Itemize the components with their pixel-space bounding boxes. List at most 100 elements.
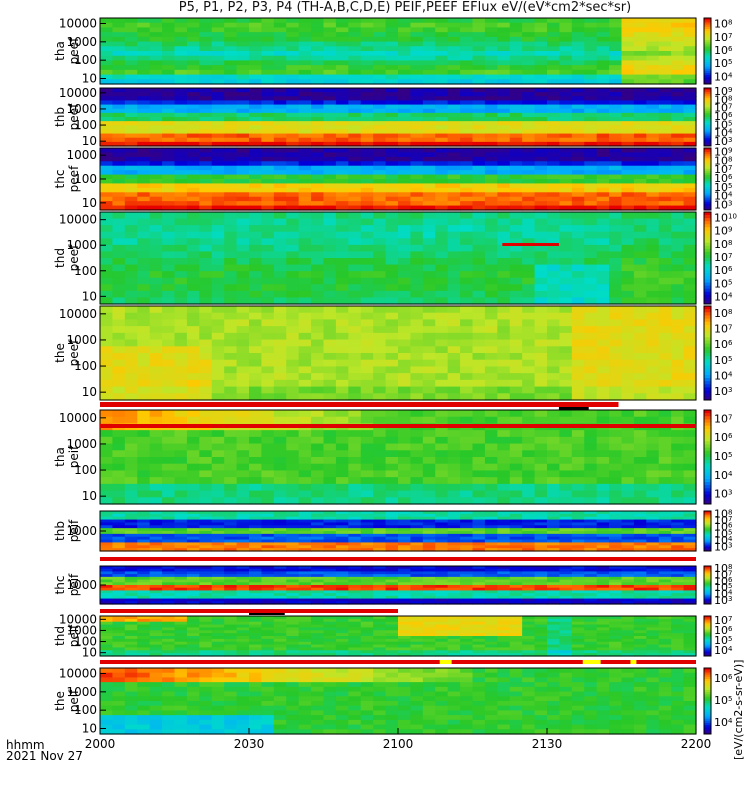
heatmap-cell [683, 326, 697, 334]
heatmap-cell [522, 490, 536, 498]
colorbar-swatch [704, 37, 711, 41]
heatmap-cell [261, 277, 275, 285]
heatmap-cell [236, 46, 250, 52]
heatmap-cell [509, 117, 523, 122]
heatmap-cell [410, 141, 424, 147]
y-tick-label: 10000 [59, 17, 97, 31]
heatmap-cell [335, 353, 349, 361]
heatmap-cell [422, 161, 436, 167]
colorbar-swatch [704, 91, 711, 95]
heatmap-cell [124, 463, 138, 472]
heatmap-cell [162, 463, 176, 472]
heatmap-cell [609, 539, 623, 544]
heatmap-cell [174, 117, 188, 122]
heatmap-cell [100, 366, 114, 374]
heatmap-cell [547, 477, 561, 485]
heatmap-cell [385, 165, 399, 171]
heatmap-cell [149, 353, 163, 361]
colorbar-swatch [704, 413, 711, 417]
heatmap-cell [472, 108, 486, 114]
heatmap-cell [137, 277, 151, 285]
heatmap-cell [174, 51, 188, 57]
heatmap-cell [522, 528, 536, 532]
heatmap-cell [584, 359, 598, 368]
heatmap-cell [571, 60, 585, 66]
heatmap-cell [621, 69, 635, 76]
heatmap-cell [385, 516, 399, 521]
heatmap-cell [273, 183, 287, 189]
heatmap-cell [186, 306, 200, 314]
heatmap-cell [596, 201, 610, 207]
heatmap-cell [435, 490, 449, 498]
heatmap-cell [261, 218, 275, 226]
heatmap-cell [273, 170, 287, 176]
heatmap-cell [621, 174, 635, 180]
heatmap-cell [137, 416, 151, 425]
heatmap-cell [373, 264, 387, 272]
heatmap-cell [559, 393, 573, 401]
heatmap-cell [472, 121, 486, 126]
heatmap-cell [137, 22, 151, 29]
heatmap-cell [186, 125, 200, 131]
heatmap-cell [360, 386, 374, 394]
colorbar-frame [703, 87, 712, 147]
heatmap-cell [497, 69, 511, 76]
heatmap-cell [323, 373, 337, 381]
heatmap-cell [298, 192, 312, 198]
heatmap-cell [534, 148, 548, 154]
heatmap-cell [100, 511, 114, 515]
heatmap-cell [137, 187, 151, 193]
colorbar-swatch [704, 215, 711, 219]
heatmap-cell [559, 41, 573, 47]
heatmap-cell [100, 32, 114, 38]
heatmap-cell [398, 231, 412, 239]
heatmap-cell [186, 69, 200, 76]
colorbar-swatch [704, 115, 711, 118]
heatmap-cell [186, 65, 200, 71]
heatmap-cell [286, 513, 300, 518]
heatmap-cell [298, 148, 312, 154]
heatmap-cell [124, 379, 138, 388]
heatmap-cell [286, 225, 300, 233]
heatmap-cell [224, 125, 238, 131]
heatmap-cell [186, 251, 200, 259]
heatmap-cell [373, 410, 387, 418]
heatmap-cell [410, 533, 424, 538]
heatmap-cell [199, 69, 213, 76]
heatmap-cell [124, 306, 138, 314]
heatmap-cell [621, 373, 635, 381]
heatmap-cell [559, 542, 573, 546]
heatmap-cell [360, 187, 374, 193]
heatmap-cell [522, 470, 536, 478]
heatmap-cell [286, 201, 300, 207]
heatmap-cell [174, 60, 188, 66]
heatmap-cell [571, 196, 585, 202]
heatmap-cell [559, 516, 573, 521]
heatmap-cell [621, 393, 635, 401]
heatmap-cell [484, 251, 498, 259]
heatmap-cell [547, 65, 561, 71]
heatmap-cell [298, 212, 312, 220]
heatmap-cell [658, 96, 672, 102]
y-tick-label: 10000 [59, 307, 97, 321]
heatmap-cell [124, 528, 138, 532]
heatmap-cell [199, 379, 213, 388]
colorbar-swatch [704, 288, 711, 293]
heatmap-cell [633, 196, 647, 202]
colorbar-swatch [704, 497, 711, 502]
heatmap-cell [534, 525, 548, 529]
heatmap-cell [311, 156, 325, 162]
heatmap-cell [298, 92, 312, 97]
colorbar-tick-label: 103 [714, 385, 732, 398]
heatmap-cell [249, 525, 263, 529]
heatmap-cell [683, 353, 697, 361]
heatmap-cell [162, 212, 176, 220]
heatmap-cell [373, 51, 387, 57]
heatmap-cell [224, 141, 238, 147]
heatmap-cell [137, 201, 151, 207]
heatmap-cell [422, 450, 436, 458]
heatmap-cell [509, 152, 523, 158]
heatmap-cell [335, 386, 349, 394]
heatmap-cell [534, 430, 548, 438]
heatmap-cell [559, 161, 573, 167]
